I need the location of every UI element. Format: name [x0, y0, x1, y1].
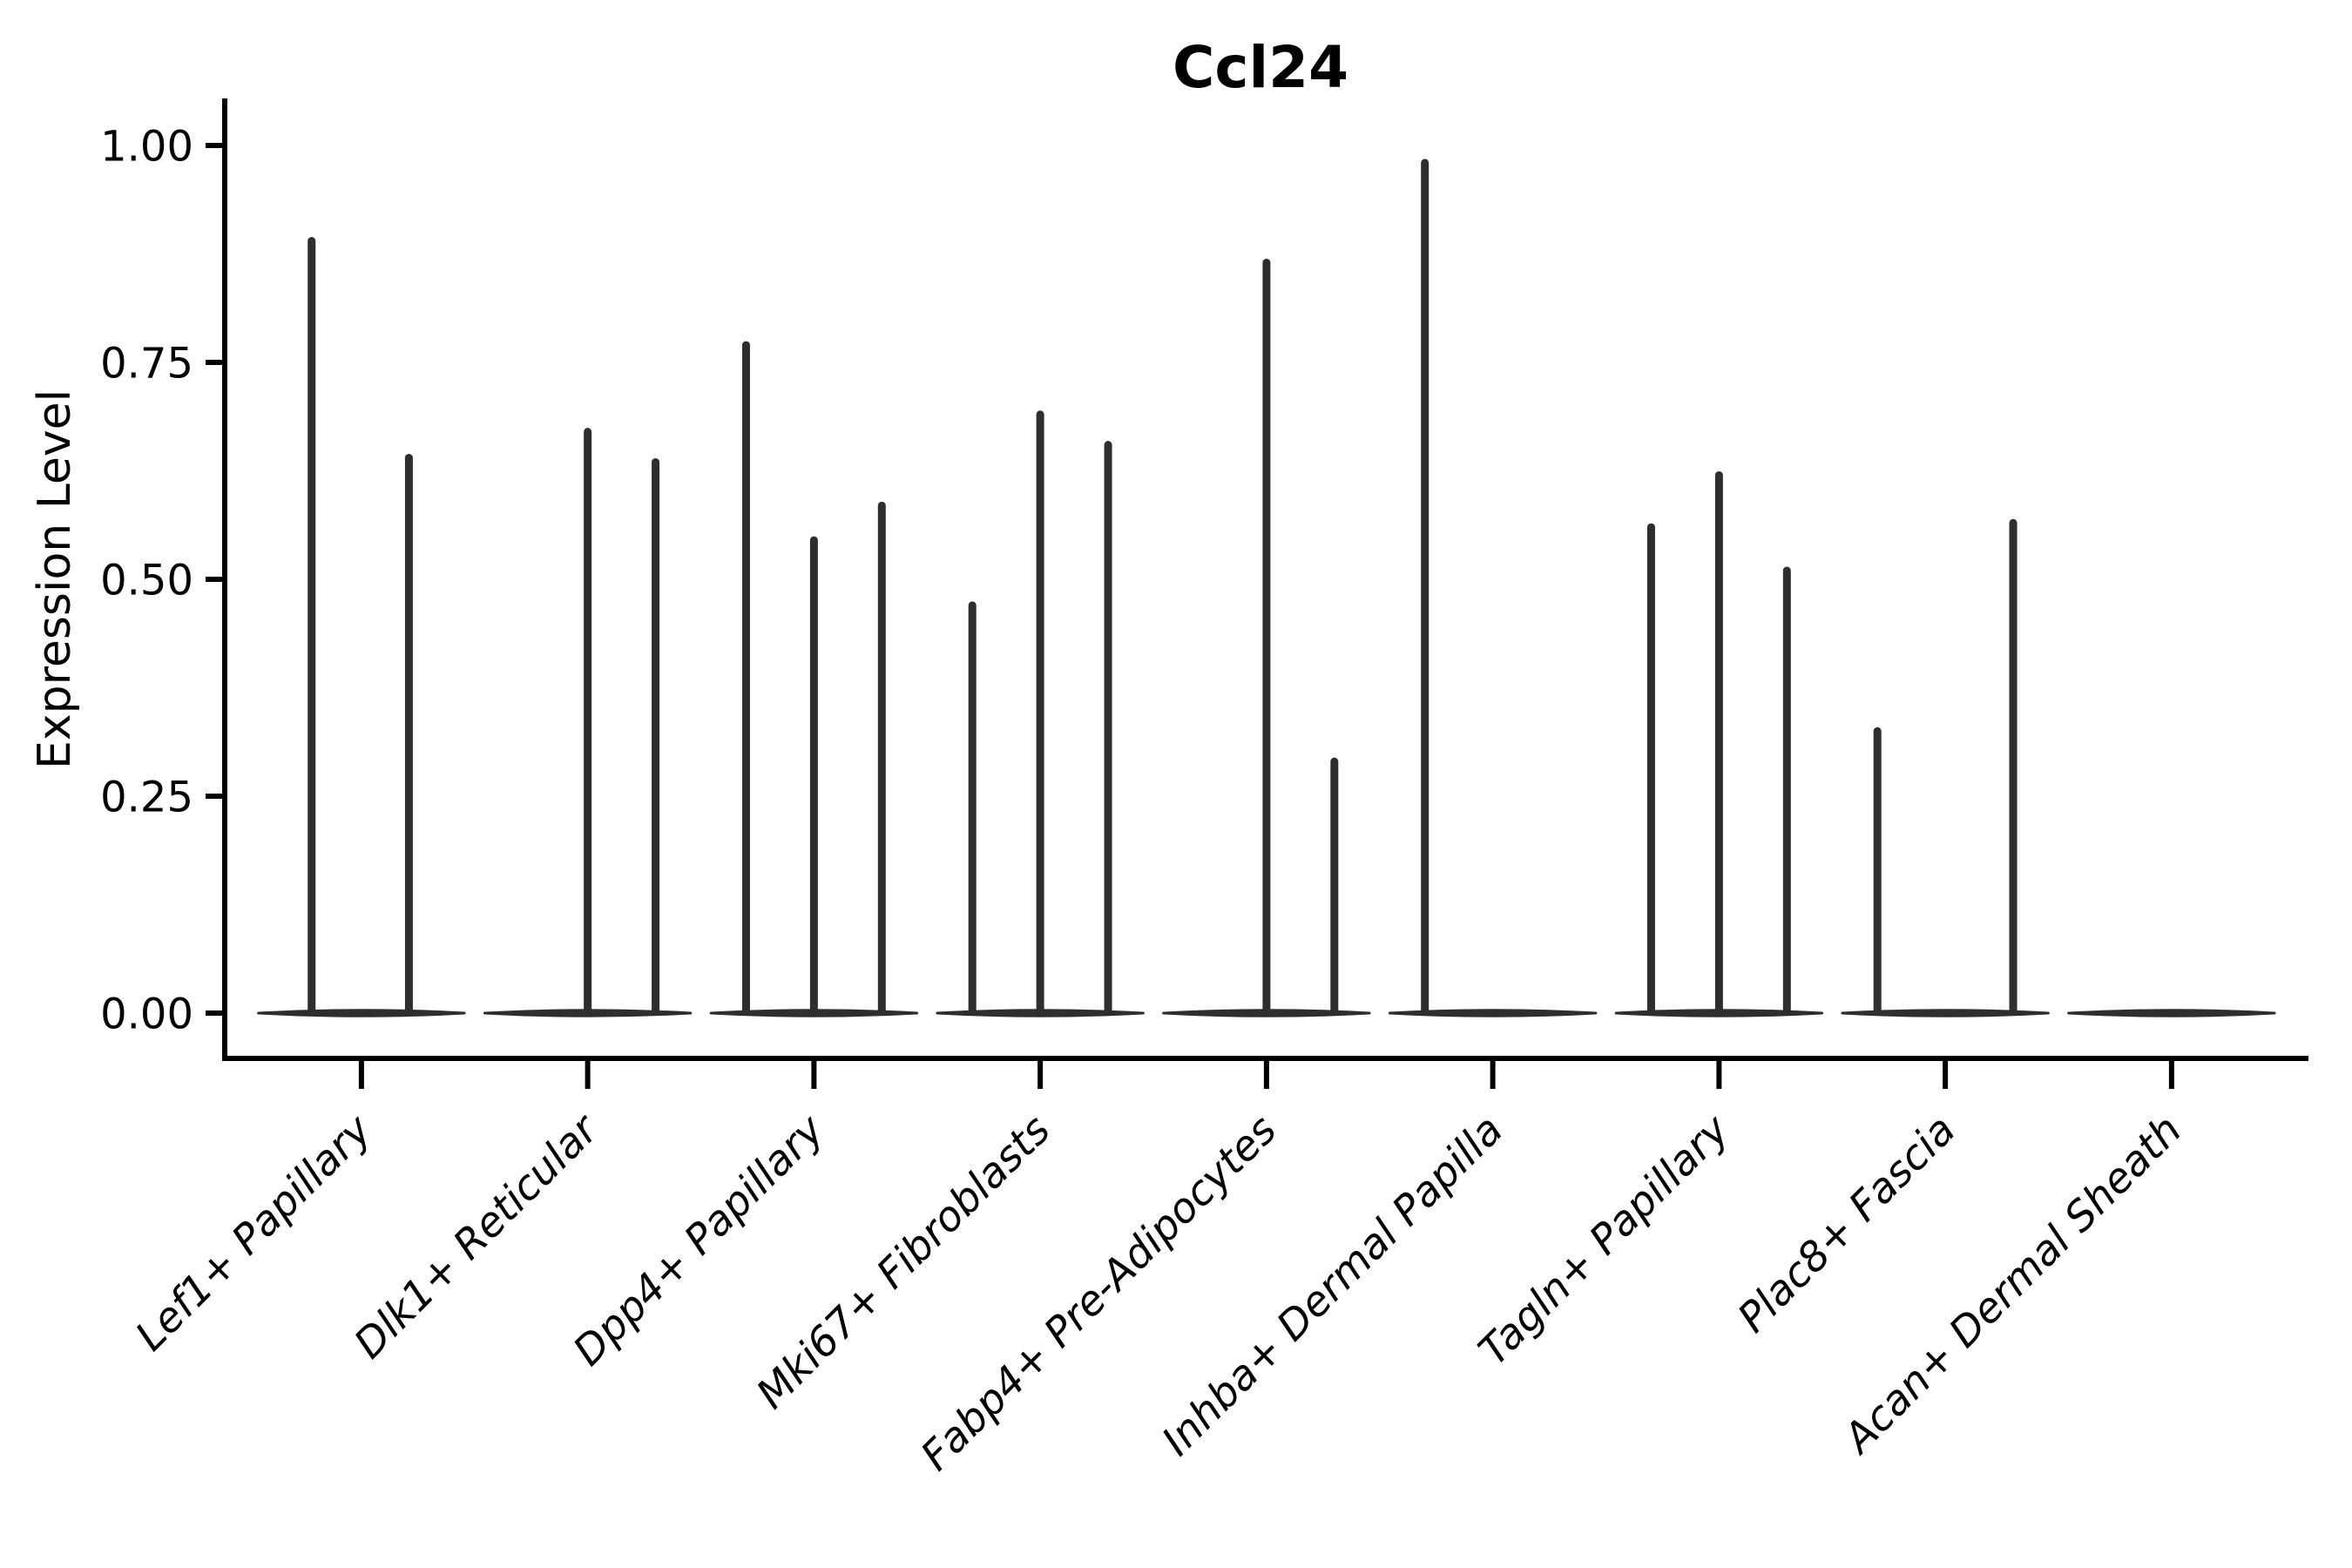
y-axis-ticks: 0.00 0.25 0.50 0.75 1.00 [100, 122, 224, 1038]
violin-group [1388, 159, 1598, 1017]
violin-baseline [2067, 1009, 2276, 1017]
violin-group [483, 428, 693, 1017]
violin-group [1614, 470, 1824, 1017]
violin-baseline [1388, 1009, 1598, 1017]
violin-group [936, 410, 1145, 1017]
violins-layer [257, 159, 2276, 1017]
y-tick-label: 0.00 [100, 990, 193, 1038]
violin-baseline [257, 1009, 466, 1017]
violin-group [2067, 1009, 2276, 1017]
violin-baseline [1841, 1009, 2050, 1017]
x-tick-label: Plac8+ Fascia [1729, 1106, 1965, 1342]
y-tick-label: 0.75 [100, 339, 193, 388]
y-tick-label: 0.50 [100, 556, 193, 605]
x-axis-ticks [358, 1060, 2174, 1089]
chart-title: Ccl24 [1173, 34, 1348, 101]
x-tick-label: Tagln+ Papillary [1470, 1105, 1740, 1375]
y-tick-label: 1.00 [100, 122, 193, 171]
axes-spines [222, 98, 2308, 1061]
y-axis-label: Expression Level [29, 389, 81, 769]
violin-group [1841, 518, 2050, 1017]
x-tick-label: Fabp4+ Pre-Adipocytes [912, 1106, 1286, 1480]
x-tick-label: Dlk1+ Reticular [345, 1105, 609, 1369]
violin-group [257, 237, 466, 1017]
x-tick-label: Lef1+ Papillary [126, 1105, 382, 1361]
x-tick-label: Dpp4+ Papillary [564, 1105, 835, 1375]
y-tick-label: 0.25 [100, 773, 193, 821]
violin-group [709, 341, 919, 1017]
violin-group [1162, 258, 1371, 1017]
